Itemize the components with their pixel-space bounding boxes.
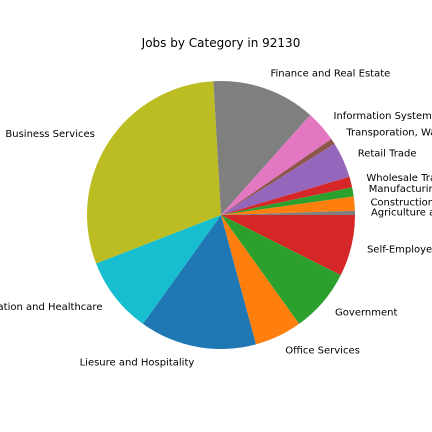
pie-slice-government	[221, 215, 341, 324]
pie-slice-finance-and-real-estate	[213, 81, 311, 215]
pie-label-education-and-healthcare: Education and Healthcare	[0, 302, 102, 313]
pie-label-government: Government	[335, 307, 397, 318]
pie-slice-transporation-warehousing	[221, 138, 335, 215]
pie-slices	[87, 81, 355, 349]
chart-title: Jobs by Category in 92130	[141, 36, 301, 50]
pie-label-finance-and-real-estate: Finance and Real Estate	[270, 68, 390, 79]
pie-slice-wholesale-trade	[221, 176, 353, 215]
pie-label-office-services: Office Services	[285, 346, 360, 357]
pie-label-agriculture-and-mining: Agriculture and Mining	[371, 208, 432, 219]
pie-label-wholesale-trade: Wholesale Trade	[366, 173, 432, 184]
pie-label-transporation-warehousing: Transporation, Warehousing	[345, 128, 432, 139]
pie-slice-construction	[221, 196, 355, 215]
pie-slice-manufacturing	[221, 187, 354, 215]
pie-slice-education-and-healthcare	[96, 215, 221, 324]
pie-slice-self-employed	[221, 215, 355, 276]
pie-label-business-services: Business Services	[5, 129, 94, 140]
pie-label-construction: Construction	[370, 197, 432, 208]
pie-slice-retail-trade	[221, 143, 350, 215]
pie-label-liesure-and-hospitality: Liesure and Hospitality	[80, 358, 195, 369]
pie-label-retail-trade: Retail Trade	[358, 148, 417, 159]
pie-label-manufacturing: Manufacturing	[369, 184, 432, 195]
pie-slice-office-services	[221, 215, 300, 345]
pie-slice-information-systems	[221, 115, 332, 215]
pie-labels: Self-Employed Government Office Services Li…	[0, 68, 432, 368]
pie-slice-business-services	[87, 81, 222, 264]
pie-label-information-systems: Information Systems	[334, 111, 432, 122]
pie-slice-agriculture-and-mining	[221, 210, 355, 215]
pie-label-self-employed: Self-Employed	[367, 245, 432, 256]
pie-slice-liesure-and-hospitality	[142, 215, 256, 349]
